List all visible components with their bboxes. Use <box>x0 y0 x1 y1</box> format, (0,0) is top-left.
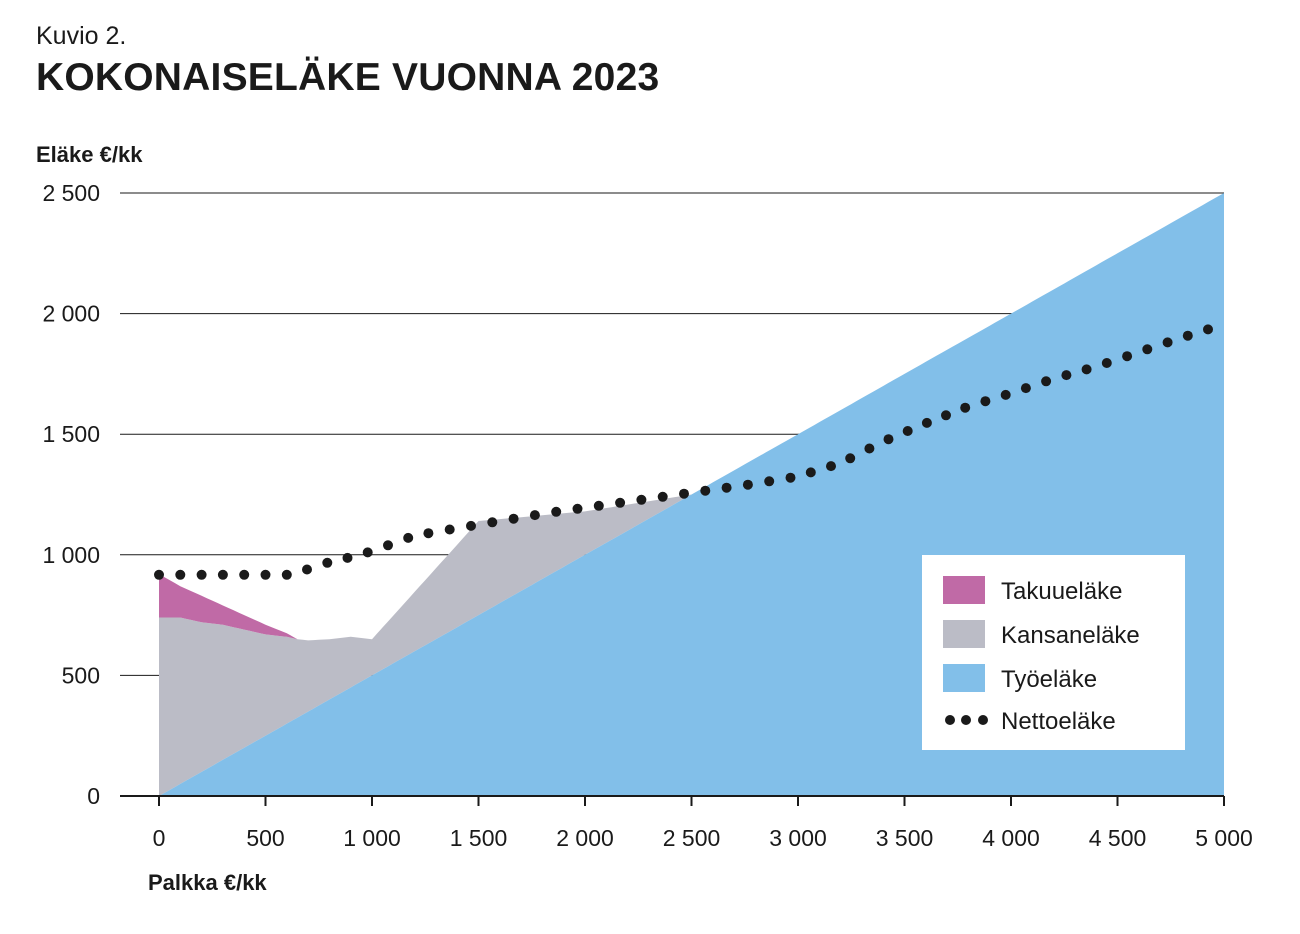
nettoelake-point <box>657 491 668 502</box>
nettoelake-point <box>593 500 604 511</box>
legend-takuuelake-swatch <box>943 576 985 604</box>
nettoelake-point <box>154 569 164 580</box>
x-tick-label: 4 500 <box>1089 825 1147 851</box>
nettoelake-point <box>764 476 775 487</box>
nettoelake-point <box>302 564 312 575</box>
nettoelake-point <box>1101 358 1112 368</box>
nettoelake-point <box>980 396 991 407</box>
nettoelake-point <box>1182 330 1193 341</box>
nettoelake-point <box>572 503 583 514</box>
legend-nettoelake-dot <box>961 715 971 725</box>
nettoelake-point <box>845 453 856 464</box>
nettoelake-point <box>921 417 932 428</box>
nettoelake-point <box>721 482 732 493</box>
y-tick-label: 500 <box>62 662 100 688</box>
y-tick-label: 1 000 <box>42 542 100 568</box>
nettoelake-point <box>487 517 498 528</box>
x-tick-label: 0 <box>153 825 166 851</box>
x-tick-label: 5 000 <box>1195 825 1253 851</box>
nettoelake-point <box>508 513 519 524</box>
nettoelake-point <box>1081 364 1092 375</box>
x-tick-label: 2 500 <box>663 825 721 851</box>
x-tick-label: 4 000 <box>982 825 1040 851</box>
nettoelake-point <box>785 472 796 483</box>
legend-kansanelake-swatch <box>943 620 985 648</box>
y-tick-label: 2 500 <box>42 180 100 206</box>
nettoelake-point <box>902 426 913 436</box>
legend-tyoelake-swatch <box>943 664 985 692</box>
nettoelake-point <box>322 557 333 568</box>
legend-nettoelake-dot <box>978 715 988 725</box>
legend-nettoelake-dot <box>945 715 955 725</box>
nettoelake-point <box>239 569 250 580</box>
nettoelake-point <box>960 402 971 413</box>
nettoelake-point <box>444 524 455 535</box>
figure-number: Kuvio 2. <box>36 22 127 50</box>
nettoelake-point <box>1020 383 1031 394</box>
x-tick-label: 500 <box>246 825 284 851</box>
nettoelake-point <box>217 569 228 580</box>
nettoelake-point <box>383 540 393 551</box>
legend-kansanelake-label: Kansaneläke <box>1001 622 1140 649</box>
x-tick-label: 2 000 <box>556 825 614 851</box>
nettoelake-point <box>679 488 689 499</box>
nettoelake-point <box>529 510 540 521</box>
nettoelake-point <box>466 520 476 531</box>
nettoelake-point <box>1000 389 1011 400</box>
nettoelake-point <box>362 547 373 558</box>
nettoelake-point <box>941 410 951 421</box>
y-tick-label: 2 000 <box>42 301 100 327</box>
nettoelake-point <box>403 532 414 543</box>
nettoelake-point <box>826 461 836 472</box>
x-axis-label: Palkka €/kk <box>148 870 267 895</box>
nettoelake-point <box>281 569 292 580</box>
nettoelake-point <box>636 494 647 505</box>
nettoelake-point <box>1061 370 1072 381</box>
nettoelake-point <box>700 485 711 496</box>
nettoelake-point <box>551 506 562 517</box>
x-tick-label: 3 500 <box>876 825 934 851</box>
legend-tyoelake-label: Työeläke <box>1001 666 1097 693</box>
nettoelake-point <box>196 569 207 580</box>
nettoelake-point <box>864 443 875 454</box>
legend-takuuelake-label: Takuueläke <box>1001 578 1122 605</box>
y-tick-label: 1 500 <box>42 421 100 447</box>
nettoelake-point <box>423 528 434 539</box>
nettoelake-point <box>175 569 186 580</box>
nettoelake-point <box>1122 351 1133 362</box>
x-tick-label: 1 500 <box>450 825 508 851</box>
chart-title: KOKONAISELÄKE VUONNA 2023 <box>36 56 660 99</box>
nettoelake-point <box>1162 337 1173 348</box>
nettoelake-point <box>742 479 753 490</box>
x-tick-label: 3 000 <box>769 825 827 851</box>
nettoelake-point <box>342 552 353 563</box>
nettoelake-point <box>260 569 271 580</box>
nettoelake-point <box>883 434 894 445</box>
y-tick-label: 0 <box>87 783 100 809</box>
nettoelake-point <box>1203 324 1213 335</box>
takuuelake-area <box>159 574 298 640</box>
nettoelake-point <box>615 497 626 508</box>
nettoelake-point <box>1142 344 1153 355</box>
nettoelake-point <box>1041 376 1052 387</box>
nettoelake-point <box>805 467 816 478</box>
x-tick-label: 1 000 <box>343 825 401 851</box>
y-axis-label: Eläke €/kk <box>36 142 143 167</box>
legend-nettoelake-label: Nettoeläke <box>1001 708 1116 735</box>
